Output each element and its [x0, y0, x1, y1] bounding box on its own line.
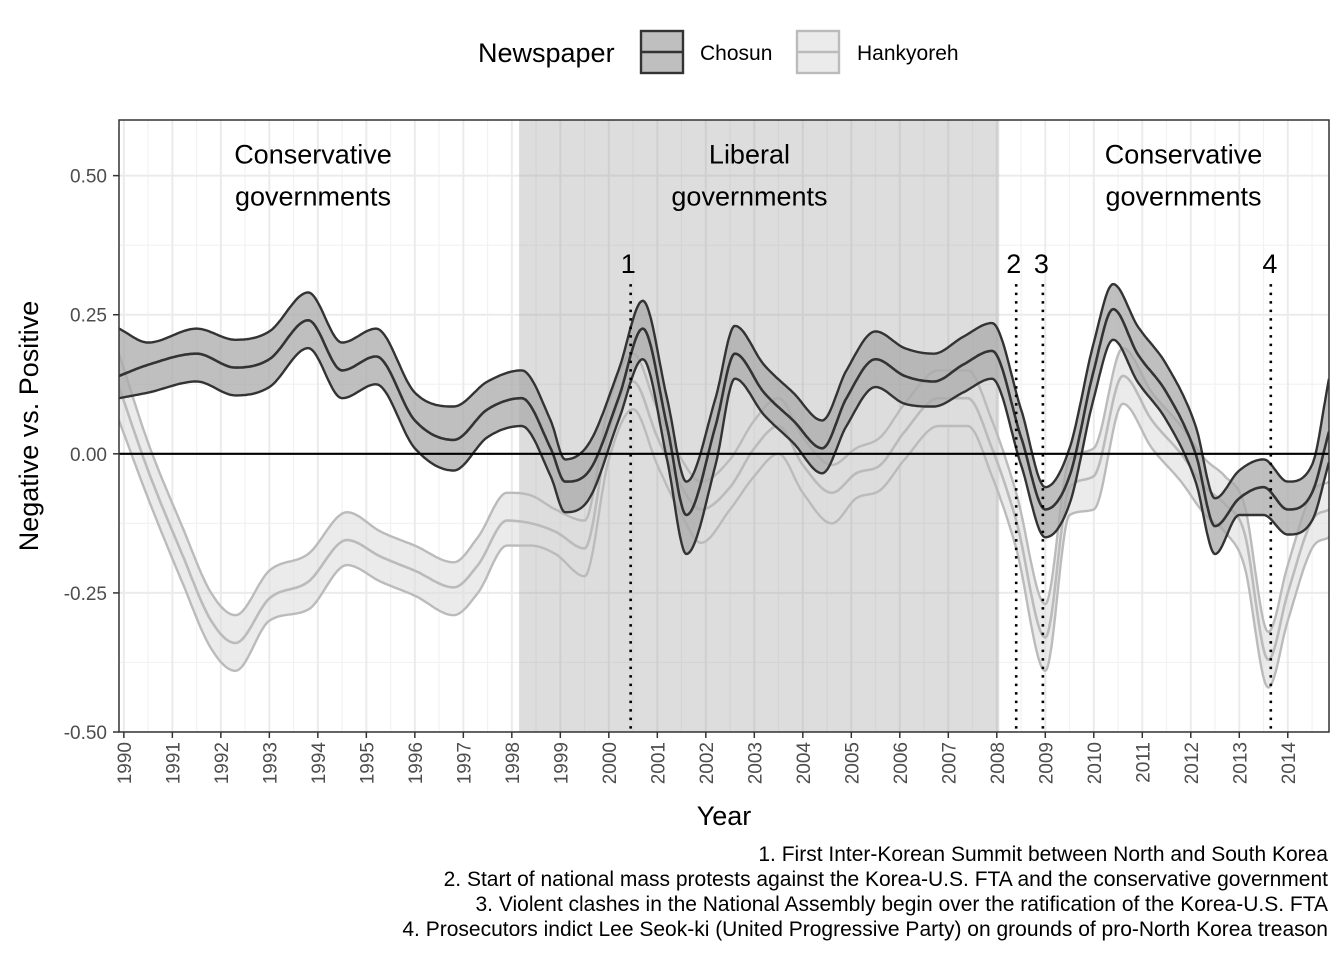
y-tick-label: 0.25 [70, 306, 107, 327]
y-tick-label: -0.50 [64, 723, 107, 744]
x-tick-label: 2005 [842, 742, 863, 784]
period-label-3-line1: Conservative [1105, 140, 1263, 170]
x-tick-label: 2007 [939, 742, 960, 784]
event-captions: 1. First Inter-Korean Summit between Nor… [402, 842, 1328, 942]
x-tick-label: 2013 [1230, 742, 1251, 784]
caption-2: 2. Start of national mass protests again… [443, 868, 1328, 891]
hankyoreh-lower-line [119, 402, 1329, 689]
x-tick-label: 1991 [163, 742, 184, 784]
x-tick-label: 1992 [212, 742, 233, 784]
legend-label-chosun: Chosun [700, 42, 772, 65]
y-tick-label: 0.00 [70, 445, 107, 466]
chosun-lower-line [119, 338, 1329, 556]
period-label-2-line2: governments [671, 182, 827, 212]
caption-3: 3. Violent clashes in the National Assem… [475, 893, 1329, 916]
event-label-2: 2 [1006, 249, 1021, 279]
series [119, 282, 1329, 689]
x-tick-label: 2001 [648, 742, 669, 784]
y-axis-title: Negative vs. Positive [14, 301, 44, 552]
legend-title: Newspaper [478, 38, 615, 68]
plot-area: 1 2 3 4 Conservative governments Liberal govern… [118, 119, 1330, 733]
x-tick-label: 2010 [1085, 742, 1106, 784]
x-tick-label: 2002 [697, 742, 718, 784]
period-label-3-line2: governments [1105, 182, 1261, 212]
period-label-1-line2: governments [235, 182, 391, 212]
x-tick-label: 2008 [988, 742, 1009, 784]
x-tick-label: 2003 [745, 742, 766, 784]
x-tick-label: 1996 [406, 742, 427, 784]
caption-1: 1. First Inter-Korean Summit between Nor… [758, 843, 1328, 866]
x-tick-label: 2009 [1036, 742, 1057, 784]
event-label-3: 3 [1034, 249, 1049, 279]
caption-4: 4. Prosecutors indict Lee Seok-ki (Unite… [402, 918, 1328, 941]
x-tick-label: 2006 [891, 742, 912, 784]
x-tick-label: 2014 [1279, 742, 1300, 785]
x-tick-label: 1993 [260, 742, 281, 784]
x-axis-title: Year [697, 801, 752, 831]
period-label-1-line1: Conservative [234, 140, 392, 170]
hankyoreh-line [119, 374, 1329, 662]
y-tick-label: 0.50 [70, 167, 107, 188]
x-tick-label: 2012 [1182, 742, 1203, 784]
y-tick-label: -0.25 [64, 584, 107, 605]
x-tick-label: 2000 [600, 742, 621, 784]
event-label-4: 4 [1262, 249, 1277, 279]
x-tick-label: 2004 [794, 742, 815, 785]
x-tick-label: 1990 [115, 742, 136, 784]
legend: Newspaper Chosun Hankyoreh [478, 29, 959, 75]
legend-label-hankyoreh: Hankyoreh [857, 42, 959, 65]
x-tick-label: 1994 [309, 742, 330, 785]
period-label-2-line1: Liberal [709, 140, 790, 170]
axes: -0.50 -0.25 0.00 0.25 0.50 1990 1991 1992 1993 19… [14, 167, 1300, 831]
x-tick-label: 1998 [503, 742, 524, 784]
event-label-1: 1 [621, 249, 636, 279]
x-tick-label: 1999 [551, 742, 572, 784]
x-tick-label: 2011 [1133, 742, 1154, 783]
x-tick-label: 1997 [454, 742, 475, 784]
chosun-upper-line [119, 282, 1329, 500]
x-tick-label: 1995 [357, 742, 378, 784]
plot-border [118, 119, 1330, 733]
chosun-line [119, 307, 1329, 528]
